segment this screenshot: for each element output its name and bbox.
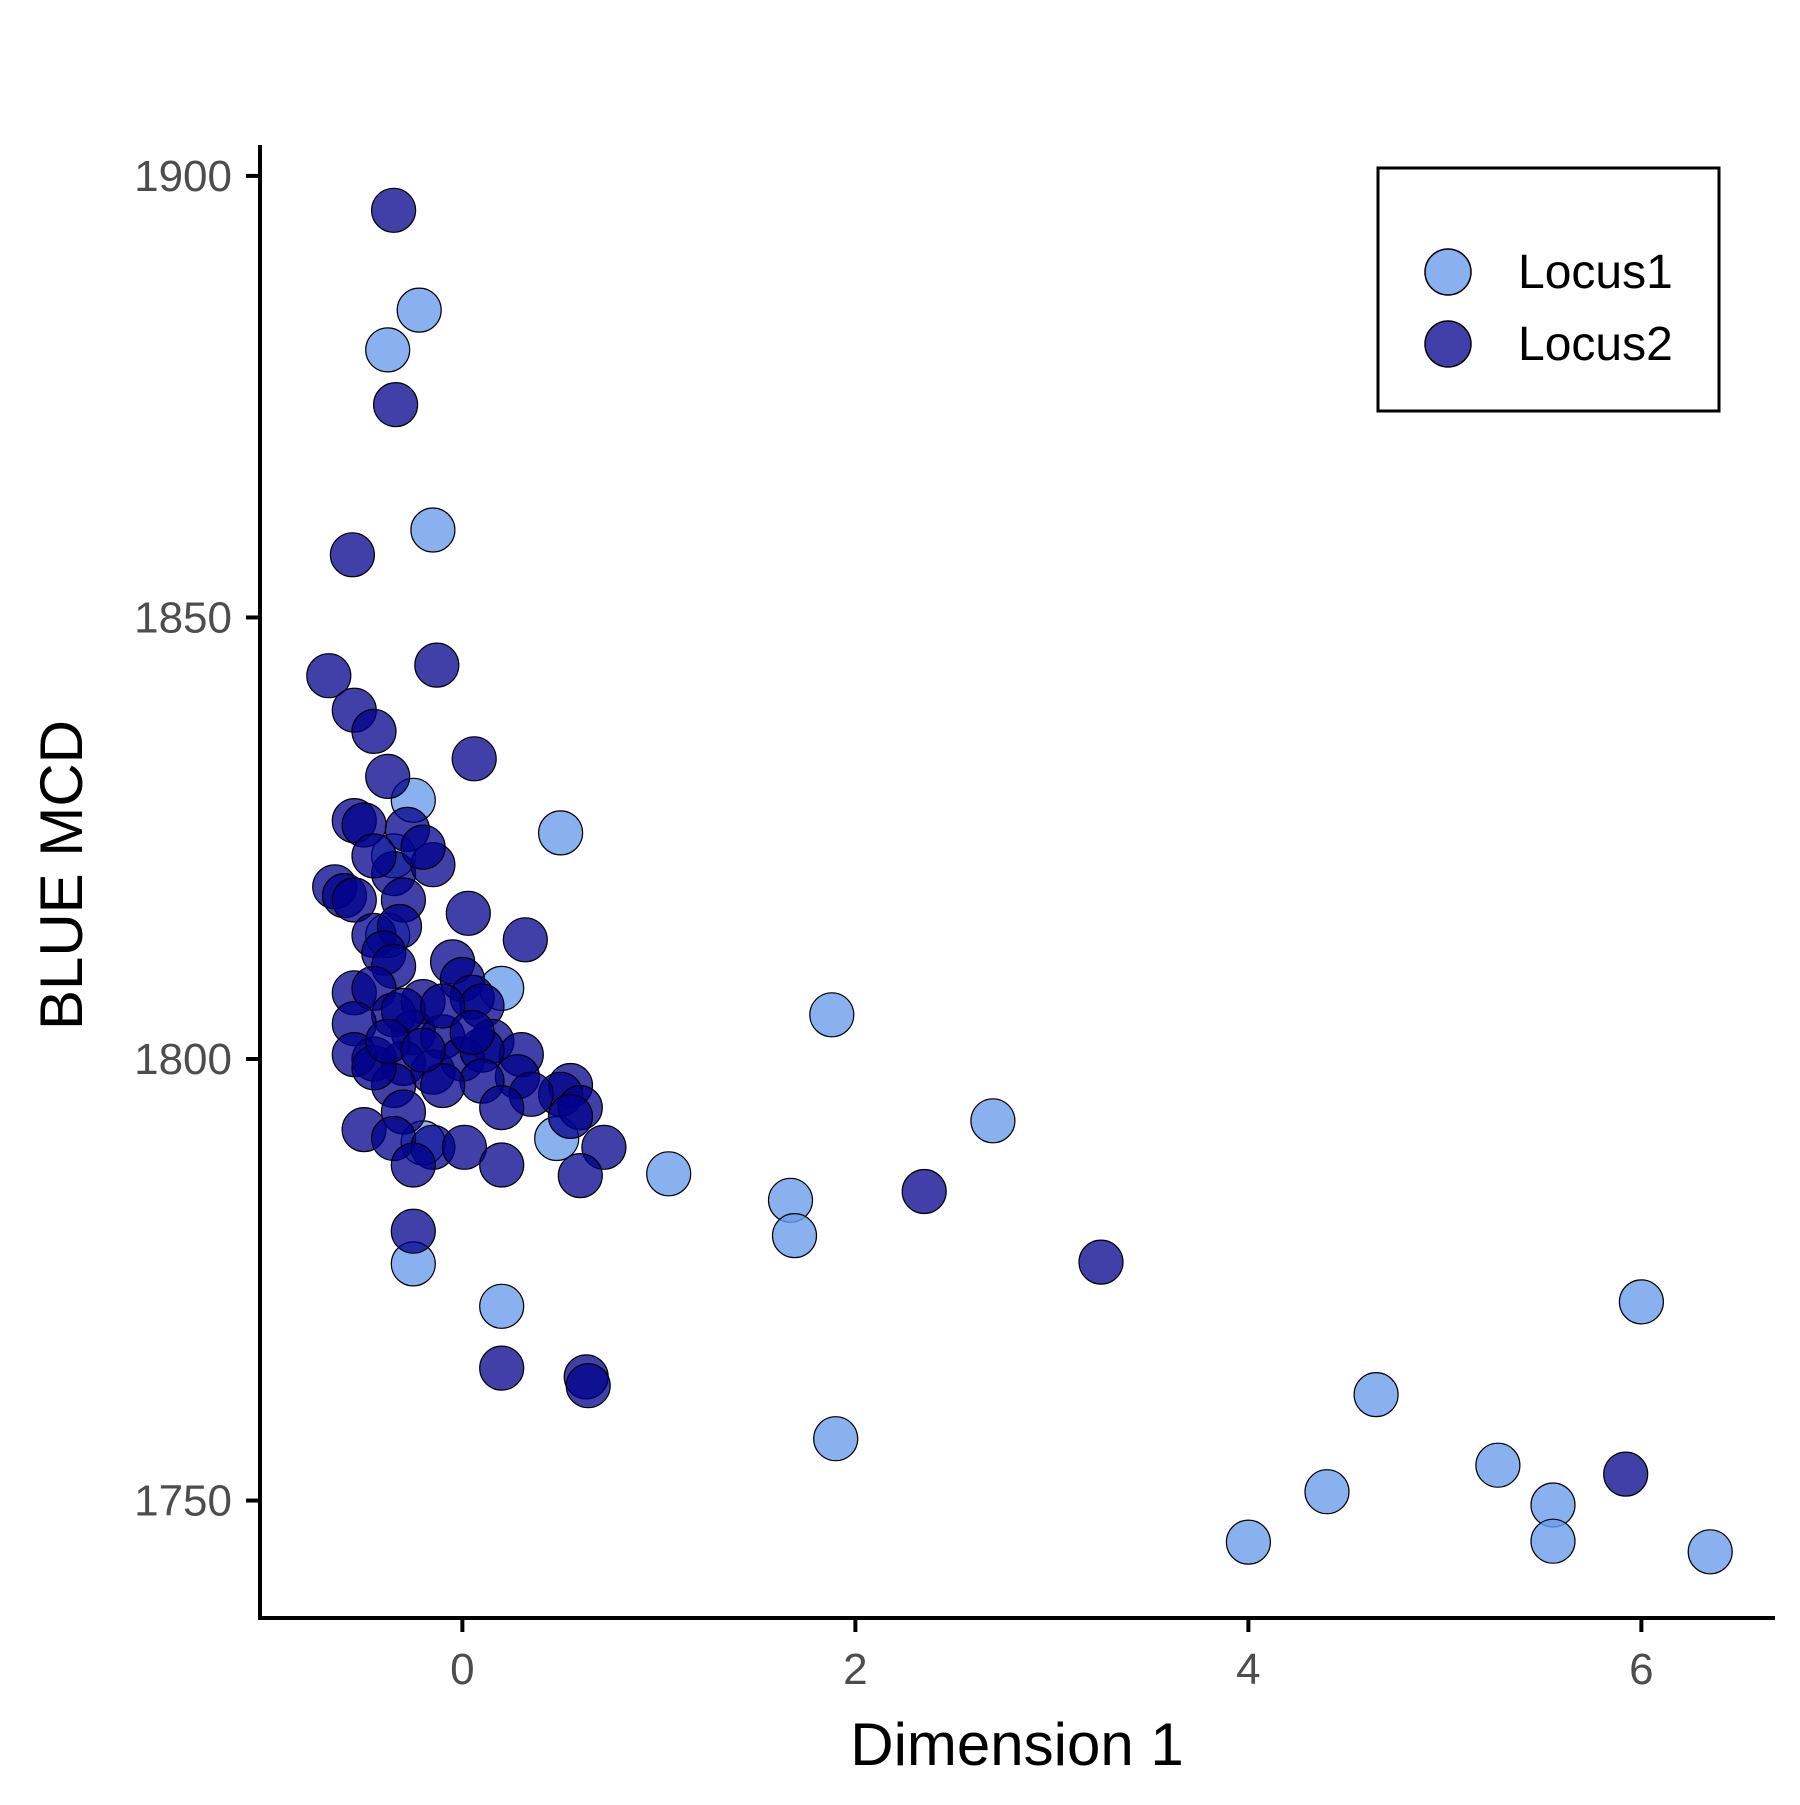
points-layer: [306, 187, 1733, 1575]
ticks-layer: 0 2 4 6 1750 1800 1850 1900: [134, 152, 1654, 1694]
data-point-locus2: [331, 877, 377, 923]
data-point-locus1: [479, 1283, 525, 1329]
data-point-locus2: [1603, 1451, 1649, 1497]
legend-label-locus2: Locus2: [1518, 318, 1673, 371]
data-point-locus2: [479, 1084, 525, 1131]
x-tick-label: 6: [1629, 1645, 1653, 1694]
data-point-locus2: [901, 1168, 947, 1215]
data-point-locus2: [565, 1363, 611, 1409]
legend: Locus1 Locus2: [1376, 166, 1721, 413]
data-point-locus2: [479, 1345, 525, 1391]
data-point-locus1: [809, 992, 855, 1038]
data-point-locus1: [396, 287, 442, 333]
data-point-locus2: [547, 1093, 594, 1140]
data-point-locus2: [441, 1124, 487, 1170]
data-point-locus1: [410, 507, 456, 553]
data-point-locus2: [351, 708, 397, 755]
y-axis-title: BLUE MCD: [28, 720, 95, 1030]
data-point-locus2: [414, 642, 460, 688]
data-point-locus1: [970, 1098, 1016, 1144]
data-point-locus2: [451, 736, 497, 782]
y-tick-label: 1750: [134, 1477, 232, 1526]
data-point-locus1: [1618, 1279, 1665, 1325]
data-point-locus2: [449, 1009, 495, 1056]
x-tick-label: 4: [1236, 1645, 1260, 1694]
data-point-locus2: [502, 917, 548, 963]
legend-label-locus1: Locus1: [1518, 246, 1673, 299]
data-point-locus1: [1530, 1518, 1576, 1564]
legend-marker-locus2: [1424, 320, 1472, 368]
data-point-locus2: [400, 1027, 446, 1073]
data-point-locus1: [1225, 1519, 1272, 1565]
data-point-locus2: [351, 833, 397, 879]
y-tick-label: 1900: [134, 152, 232, 201]
data-point-locus2: [420, 1062, 466, 1109]
x-tick-label: 0: [450, 1645, 474, 1694]
series-locus2: [306, 187, 1649, 1497]
y-tick-label: 1850: [134, 593, 232, 642]
data-point-locus1: [1475, 1442, 1521, 1488]
data-point-locus2: [390, 1142, 436, 1188]
data-point-locus2: [373, 382, 419, 428]
data-point-locus1: [646, 1151, 692, 1197]
data-point-locus2: [400, 824, 446, 870]
data-point-locus2: [557, 1152, 603, 1199]
y-tick-label: 1800: [134, 1035, 232, 1084]
data-point-locus1: [813, 1416, 859, 1462]
data-point-locus1: [1687, 1529, 1733, 1575]
data-point-locus2: [365, 753, 411, 800]
data-point-locus2: [306, 653, 352, 699]
data-point-locus1: [365, 327, 411, 373]
data-point-locus1: [771, 1212, 818, 1259]
data-point-locus1: [1304, 1469, 1350, 1515]
data-point-locus2: [479, 1142, 525, 1188]
data-point-locus2: [445, 890, 491, 936]
axes-layer: [258, 145, 1775, 1620]
data-point-locus2: [329, 532, 375, 578]
data-point-locus2: [390, 1208, 436, 1254]
x-tick-label: 2: [843, 1645, 867, 1694]
data-point-locus2: [1078, 1239, 1124, 1285]
data-point-locus1: [537, 810, 584, 856]
data-point-locus2: [371, 187, 417, 233]
legend-marker-locus1: [1424, 248, 1472, 296]
x-axis-title: Dimension 1: [850, 1711, 1184, 1778]
data-point-locus2: [420, 983, 466, 1029]
data-point-locus1: [1353, 1371, 1399, 1418]
